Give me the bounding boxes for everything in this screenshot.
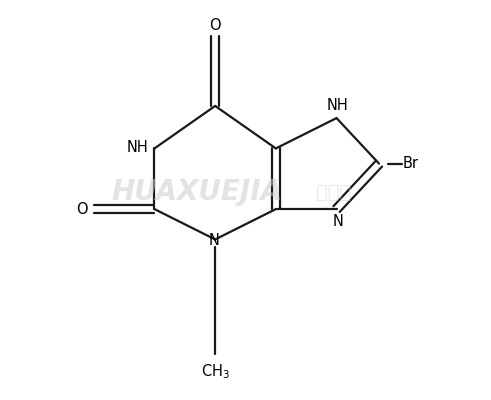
Text: NH: NH (127, 140, 148, 155)
Text: HUAXUEJIA: HUAXUEJIA (112, 178, 283, 206)
Text: 化学加: 化学加 (316, 183, 351, 202)
Text: O: O (76, 202, 87, 217)
Text: N: N (209, 233, 219, 248)
Text: NH: NH (327, 98, 349, 114)
Text: CH$_3$: CH$_3$ (201, 362, 230, 381)
Text: Br: Br (403, 156, 418, 171)
Text: O: O (209, 18, 221, 33)
Text: N: N (332, 214, 343, 229)
